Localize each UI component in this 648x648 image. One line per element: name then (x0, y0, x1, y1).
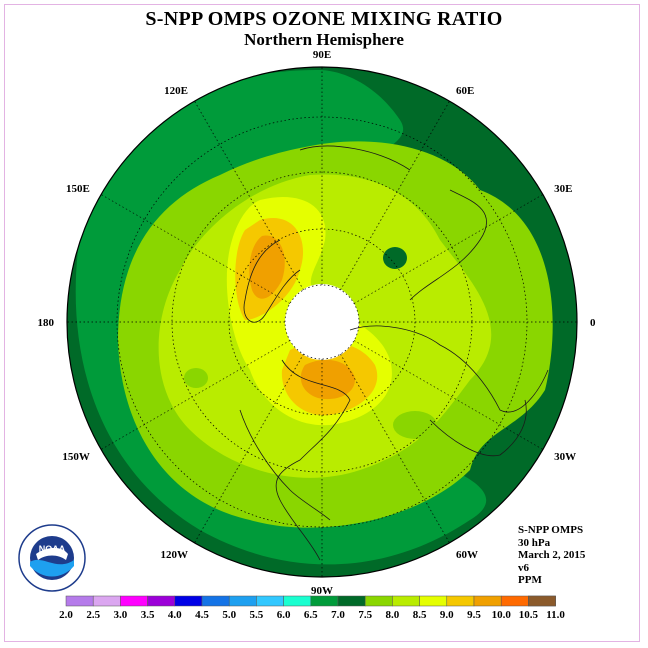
graticule (67, 67, 577, 577)
colorbar-swatch (419, 595, 448, 607)
colorbar-swatch (364, 595, 393, 607)
field-6.0-6.5-patch-north (383, 247, 407, 269)
colorbar-label: 9.5 (467, 609, 481, 621)
meridian-line (100, 194, 291, 304)
colorbar-swatch (528, 595, 556, 607)
longitude-label: 60E (456, 85, 474, 97)
colorbar-swatch (228, 595, 257, 607)
colorbar-swatch (256, 595, 284, 607)
map-boundary (66, 66, 578, 578)
longitude-label: 30W (554, 451, 576, 463)
longitude-label: 0 (590, 317, 596, 329)
longitude-label: 120E (164, 85, 188, 97)
colorbar-label: 6.5 (304, 609, 318, 621)
map-subtitle: Northern Hemisphere (244, 30, 404, 49)
longitude-label: 30E (554, 183, 572, 195)
info-block: S-NPP OMPS 30 hPa March 2, 2015 v6 PPM (518, 524, 585, 587)
colorbar-label: 5.5 (250, 609, 264, 621)
colorbar-label: 3.0 (114, 609, 128, 621)
meridian-line (353, 194, 544, 304)
field-9.0-9.5 (249, 235, 356, 400)
colorbar-label: 8.5 (413, 609, 427, 621)
colorbar-swatch (201, 595, 230, 607)
colorbar-label: 9.0 (440, 609, 454, 621)
colorbar-swatch (500, 595, 529, 607)
colorbar-swatch (147, 595, 176, 607)
colorbar-label: 10.0 (492, 609, 512, 621)
info-units: PPM (518, 574, 542, 586)
colorbar-swatch (65, 595, 94, 607)
meridian-line (100, 340, 291, 450)
colorbar-label: 5.0 (222, 609, 236, 621)
longitude-label: 120W (161, 549, 189, 561)
colorbar-label: 8.0 (386, 609, 400, 621)
colorbar: 2.0 2.5 3.0 3.5 4.0 4.5 5.0 5.5 6.0 6.5 7.0 7.5 8.0 8… (59, 595, 565, 621)
longitude-label: 60W (456, 549, 478, 561)
colorbar-label: 11.0 (546, 609, 565, 621)
info-version: v6 (518, 561, 529, 574)
longitude-label: 150E (66, 183, 90, 195)
longitude-label: 180 (38, 317, 55, 329)
coastlines (239, 145, 549, 561)
polar-night-gap (285, 284, 359, 360)
colorbar-label: 7.0 (331, 609, 345, 621)
colorbar-swatch (337, 595, 366, 607)
info-date: March 2, 2015 (518, 549, 586, 561)
meridian-line (353, 340, 544, 450)
colorbar-swatch (473, 595, 502, 607)
colorbar-swatch (283, 595, 312, 607)
info-level: 30 hPa (518, 536, 551, 549)
meridian-line (340, 100, 450, 291)
meridian-line (194, 353, 304, 544)
noaa-logo: NOAA (18, 524, 86, 592)
info-instrument: S-NPP OMPS (518, 524, 584, 536)
colorbar-swatch (92, 595, 121, 607)
figure-frame (4, 4, 640, 642)
longitude-label: 90E (313, 49, 331, 61)
meridian-line (340, 353, 450, 544)
longitude-label: 90W (311, 585, 333, 597)
meridian-line (194, 100, 304, 291)
colorbar-swatch (446, 595, 475, 607)
colorbar-label: 2.5 (86, 609, 100, 621)
longitude-label: 150W (62, 451, 90, 463)
field-7.0-7.5-patch-east (393, 411, 437, 439)
field-7.0-7.5-patch-west (184, 368, 208, 388)
colorbar-swatch (174, 595, 203, 607)
map-title: S-NPP OMPS OZONE MIXING RATIO (145, 8, 503, 30)
longitude-labels: 90E 60E 30E 0 30W 60W 90W 120W 150W 180 150E 120E (38, 49, 597, 597)
colorbar-label: 4.0 (168, 609, 182, 621)
colorbar-label: 3.5 (141, 609, 155, 621)
colorbar-label: 4.5 (195, 609, 209, 621)
noaa-logo-text: NOAA (39, 544, 66, 554)
colorbar-label: 6.0 (277, 609, 291, 621)
ozone-field (67, 67, 577, 577)
colorbar-label: 2.0 (59, 609, 73, 621)
colorbar-swatch (392, 595, 420, 607)
colorbar-swatch (120, 595, 148, 607)
colorbar-label: 10.5 (519, 609, 539, 621)
colorbar-label: 7.5 (358, 609, 372, 621)
colorbar-swatch (310, 595, 339, 607)
